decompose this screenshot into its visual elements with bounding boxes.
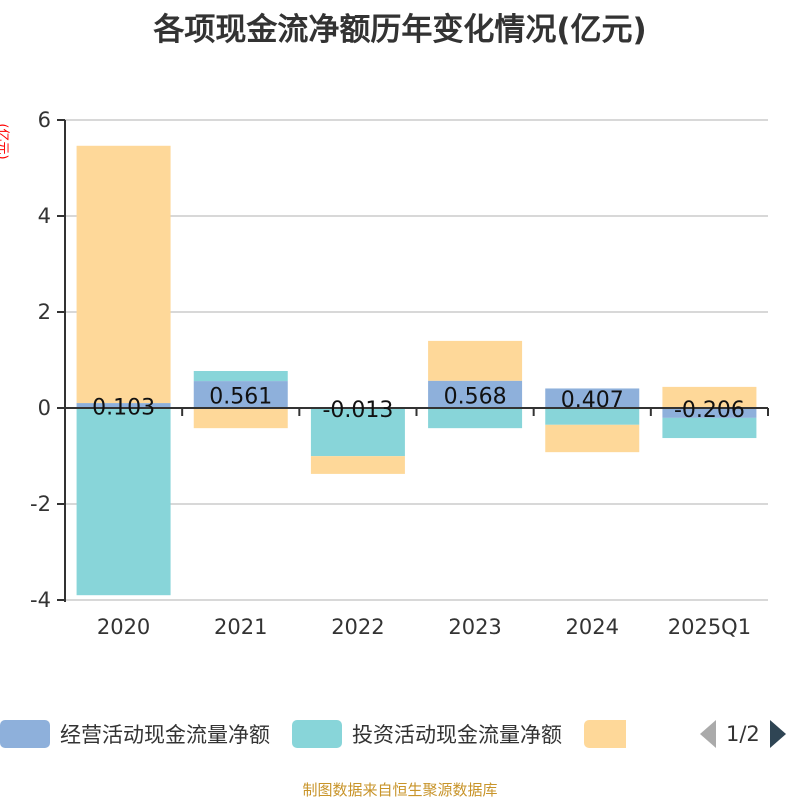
bar-0-2023 bbox=[428, 380, 523, 408]
y-tick-label: -2 bbox=[30, 492, 51, 516]
bar-2-2020 bbox=[76, 145, 171, 404]
legend-swatch bbox=[0, 720, 50, 748]
legend-pager: 1/2 bbox=[700, 718, 786, 750]
x-tick-label: 2024 bbox=[566, 615, 619, 639]
legend-item-operating[interactable]: 经营活动现金流量净额 bbox=[0, 719, 270, 749]
legend-swatch bbox=[292, 720, 342, 748]
bar-chart: -4 -2 0 2 4 6 2020 2021 2022 2023 2024 2025Q1 0.103 0… bbox=[30, 108, 769, 639]
bar-1-2022 bbox=[310, 408, 405, 457]
bar-1-2021 bbox=[193, 370, 288, 382]
bar-2-2021 bbox=[193, 408, 288, 429]
bar-2-2025Q1 bbox=[662, 386, 757, 408]
legend-label: 投资活动现金流量净额 bbox=[352, 723, 562, 747]
bar-2-2022 bbox=[310, 456, 405, 474]
x-tick-label: 2021 bbox=[214, 615, 267, 639]
data-label: -0.013 bbox=[322, 398, 393, 423]
bar-2-2023 bbox=[428, 340, 523, 381]
x-tick-label: 2022 bbox=[331, 615, 384, 639]
bar-0-2021 bbox=[193, 381, 288, 408]
data-label: 0.568 bbox=[444, 384, 507, 409]
bar-1-2023 bbox=[428, 408, 523, 429]
y-tick-label: 0 bbox=[38, 396, 51, 420]
bar-2-2024 bbox=[545, 424, 640, 453]
bar-0-2024 bbox=[545, 388, 640, 408]
bar-1-2025Q1 bbox=[662, 417, 757, 439]
y-tick-label: 2 bbox=[38, 300, 51, 324]
legend-page-indicator: 1/2 bbox=[726, 722, 760, 746]
bar-1-2024 bbox=[545, 408, 640, 425]
x-tick-label: 2023 bbox=[448, 615, 501, 639]
source-footer: 制图数据来自恒生聚源数据库 bbox=[302, 781, 498, 799]
bar-0-2025Q1 bbox=[662, 408, 757, 418]
bar-1-2020 bbox=[76, 408, 171, 596]
data-label: 0.407 bbox=[561, 388, 624, 413]
legend-next-icon[interactable] bbox=[769, 720, 786, 748]
data-label: 0.561 bbox=[209, 385, 272, 410]
legend-prev-icon[interactable] bbox=[700, 720, 716, 748]
legend-swatch bbox=[584, 720, 626, 748]
legend-label: 经营活动现金流量净额 bbox=[60, 723, 270, 747]
y-tick-label: 4 bbox=[38, 204, 51, 228]
legend-item-investing[interactable]: 投资活动现金流量净额 bbox=[292, 719, 562, 749]
x-tick-label: 2020 bbox=[97, 615, 150, 639]
y-tick-label: -4 bbox=[30, 588, 51, 612]
data-label: 0.103 bbox=[92, 396, 155, 421]
legend-item-financing[interactable] bbox=[584, 720, 636, 748]
chart-title: 各项现金流净额历年变化情况(亿元) bbox=[153, 12, 647, 48]
x-tick-label: 2025Q1 bbox=[668, 615, 751, 639]
bar-0-2020 bbox=[76, 403, 171, 408]
legend: 经营活动现金流量净额 投资活动现金流量净额 bbox=[0, 718, 658, 750]
y-tick-label: 6 bbox=[38, 108, 51, 132]
data-label: -0.206 bbox=[674, 398, 745, 423]
